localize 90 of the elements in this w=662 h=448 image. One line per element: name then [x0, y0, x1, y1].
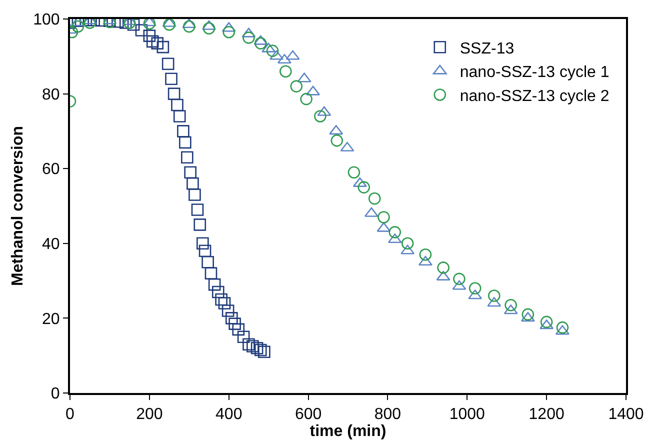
point [368, 192, 381, 205]
point [468, 282, 482, 294]
point [135, 24, 148, 36]
point [246, 340, 259, 352]
point [156, 40, 170, 54]
point [179, 136, 192, 149]
point [437, 262, 450, 274]
point [228, 318, 241, 330]
x-axis-title: time (min) [310, 423, 386, 440]
point [419, 248, 432, 261]
point [184, 166, 196, 178]
point [146, 35, 159, 48]
point [401, 237, 414, 250]
point [177, 125, 190, 138]
point [165, 72, 178, 85]
point [143, 30, 156, 42]
y-tick-label: 0 [50, 386, 60, 403]
point [218, 297, 231, 310]
point [225, 312, 238, 324]
x-tick-label: 1000 [449, 406, 486, 424]
point [151, 37, 164, 50]
x-tick-label: 1400 [608, 406, 644, 424]
point [194, 218, 206, 231]
point [522, 308, 534, 321]
point [198, 244, 212, 258]
legend-label: nano-SSZ-13 cycle 1 [460, 64, 610, 82]
point [254, 37, 267, 50]
y-axis-title: Methanol conversion [9, 126, 26, 286]
point [258, 346, 270, 358]
point [72, 20, 84, 33]
point [196, 237, 209, 250]
point [540, 316, 553, 328]
point [127, 19, 140, 31]
point [119, 19, 132, 29]
point [191, 204, 204, 216]
point [186, 177, 199, 190]
point [254, 344, 267, 356]
point [358, 181, 370, 194]
point [208, 278, 221, 291]
x-tick-label: 200 [136, 406, 163, 424]
point [168, 88, 180, 100]
point [222, 304, 234, 317]
point [143, 19, 156, 30]
point [290, 80, 303, 92]
y-tick-label: 20 [42, 310, 60, 328]
y-tick-label: 60 [42, 161, 60, 178]
point [204, 267, 218, 280]
point [84, 19, 96, 29]
point [237, 330, 250, 344]
point [348, 166, 360, 178]
point [163, 19, 176, 31]
point [173, 110, 186, 122]
point [388, 226, 402, 238]
point [212, 286, 224, 298]
point [215, 293, 228, 306]
point [181, 151, 194, 164]
point [314, 110, 326, 122]
point [242, 32, 255, 44]
point [162, 58, 174, 70]
point [556, 321, 569, 334]
point [202, 256, 214, 268]
point [277, 54, 292, 64]
point [250, 342, 264, 354]
y-tick-label: 100 [33, 12, 60, 29]
y-tick-label: 40 [42, 236, 60, 253]
point [453, 272, 466, 286]
point [188, 188, 201, 201]
point [202, 20, 216, 30]
point [504, 298, 517, 312]
x-tick-label: 0 [66, 406, 75, 424]
point [232, 323, 245, 336]
x-tick-label: 1200 [528, 406, 564, 424]
point [280, 65, 292, 78]
point [330, 134, 344, 147]
point [171, 98, 184, 112]
point [488, 290, 500, 302]
point [123, 19, 136, 29]
point [378, 211, 390, 224]
point [202, 22, 216, 34]
x-tick-label: 600 [294, 406, 322, 424]
legend-label: nano-SSZ-13 cycle 2 [460, 88, 610, 105]
point [300, 92, 312, 106]
y-tick-label: 80 [42, 86, 60, 104]
point [222, 26, 236, 38]
point [266, 44, 279, 57]
x-tick-label: 800 [374, 406, 402, 424]
x-tick-label: 400 [216, 406, 242, 424]
legend-label: SSZ-13 [460, 40, 514, 58]
point [182, 20, 196, 33]
point [242, 338, 255, 351]
